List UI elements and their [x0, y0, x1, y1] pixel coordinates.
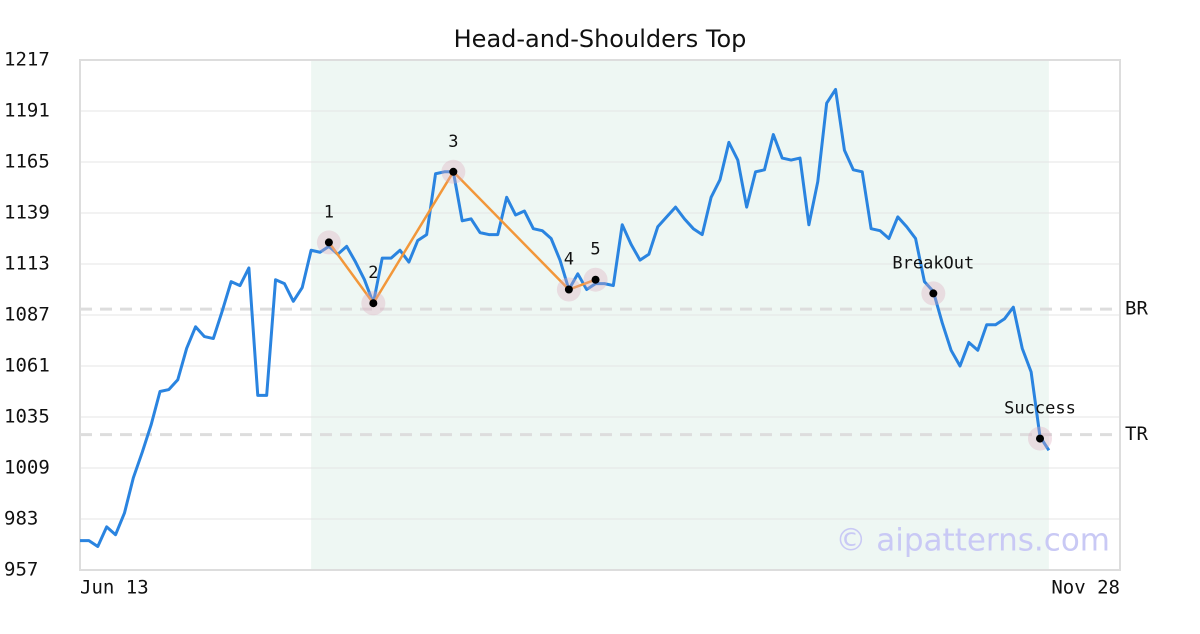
level-label: BR: [1125, 298, 1148, 320]
x-tick-label: Nov 28: [1051, 577, 1120, 599]
plot-frame: [79, 59, 1121, 571]
price-line: [80, 87, 1051, 548]
y-tick-label: 1217: [4, 49, 50, 71]
y-tick-label: 1113: [4, 253, 50, 275]
point-label: 3: [448, 132, 458, 152]
level-label: TR: [1125, 423, 1148, 445]
point-label: 2: [368, 263, 378, 283]
point-label: 4: [564, 250, 574, 270]
y-tick-label: 1087: [4, 304, 50, 326]
point-dot: [564, 285, 573, 294]
point-dot: [929, 289, 938, 298]
y-tick-label: 1009: [4, 457, 50, 479]
y-tick-label: 1191: [4, 100, 50, 122]
point-label: 5: [590, 240, 600, 260]
y-tick-label: 957: [4, 559, 38, 581]
point-dot: [324, 238, 333, 247]
y-tick-label: 1035: [4, 406, 50, 428]
point-label: 1: [324, 202, 334, 222]
point-label: BreakOut: [892, 253, 974, 273]
y-tick-label: 1061: [4, 355, 50, 377]
x-tick-label: Jun 13: [80, 577, 149, 599]
chart-title: Head-and-Shoulders Top: [454, 25, 747, 53]
point-label: Success: [1004, 399, 1076, 419]
y-tick-label: 1139: [4, 202, 50, 224]
y-tick-label: 983: [4, 508, 38, 530]
point-dot: [1036, 434, 1044, 443]
y-tick-label: 1165: [4, 151, 50, 173]
watermark: © aipatterns.com: [835, 523, 1110, 559]
point-dot: [369, 299, 378, 308]
point-dot: [449, 167, 458, 176]
point-dot: [591, 275, 600, 284]
